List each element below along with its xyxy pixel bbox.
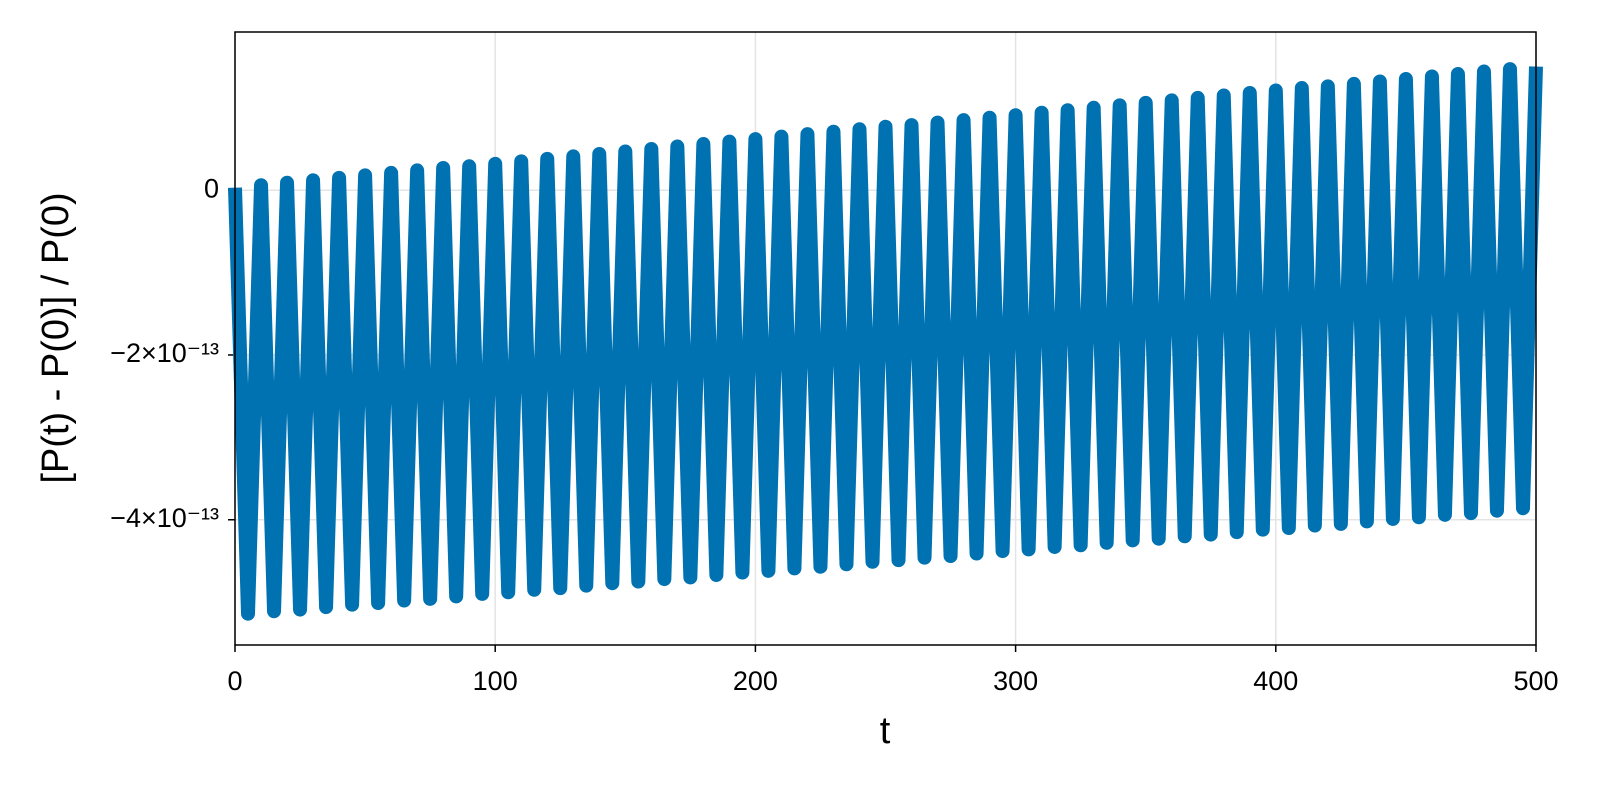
x-axis-label: t: [880, 710, 891, 752]
x-tick-label: 300: [993, 666, 1038, 696]
series-line: [228, 62, 1543, 621]
y-tick-label: −4×10⁻¹³: [110, 503, 219, 533]
x-tick-label: 400: [1253, 666, 1298, 696]
x-tick-label: 200: [733, 666, 778, 696]
y-tick-label: −2×10⁻¹³: [110, 338, 219, 368]
plot-frame: [234, 31, 1537, 646]
y-axis-label: [P(t) - P(0)] / P(0): [35, 192, 77, 483]
y-tick-label: 0: [204, 173, 219, 203]
x-tick-label: 0: [227, 666, 242, 696]
x-tick-label: 100: [473, 666, 518, 696]
x-tick-label: 500: [1513, 666, 1558, 696]
